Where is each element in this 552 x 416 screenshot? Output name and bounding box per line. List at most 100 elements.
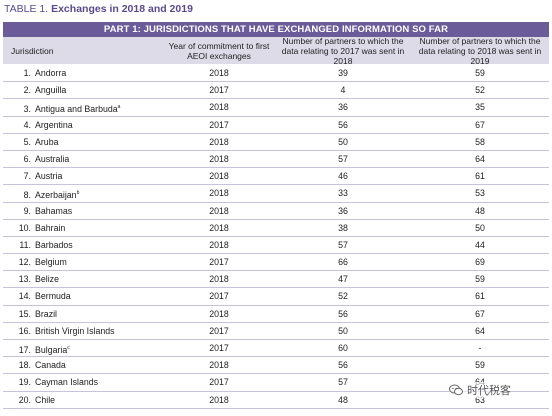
cell-jurisdiction: 13. Belize [11,271,161,287]
cell-partners-2017: 33 [338,188,348,199]
cell-partners-2017: 36 [338,205,348,216]
cell-partners-2017: 36 [338,102,348,113]
cell-year: 2018 [209,222,229,233]
cell-jurisdiction: 18. Canada [11,357,161,373]
cell-jurisdiction: 20. Chile [11,392,161,408]
cell-year: 2018 [209,274,229,285]
row-number: 15. [18,308,31,319]
cell-partners-2017: 57 [338,377,348,388]
cell-partners-2018: 63 [475,394,485,405]
cell-jurisdiction: 12. Belgium [11,254,161,270]
column-header-row: Jurisdiction Year of commitment to first… [3,35,549,66]
cell-year: 2018 [209,308,229,319]
cell-jurisdiction: 6. Australia [11,151,161,167]
jurisdiction-name: Bahamas [35,205,73,216]
row-number: 13. [18,274,31,285]
row-number: 9. [23,205,31,216]
watermark: 时代税客 [449,382,511,398]
cell-partners-2018: 64 [475,325,485,336]
cell-jurisdiction: 1. Andorra [11,65,161,81]
jurisdiction-name: Belize [35,274,59,285]
cell-partners-2018: 67 [475,308,485,319]
cell-year: 2018 [209,68,229,78]
jurisdiction-name: Belgium [35,257,67,268]
cell-jurisdiction: 11. Barbados [11,237,161,253]
cell-year: 2018 [209,153,229,164]
cell-partners-2017: 46 [338,171,348,182]
cell-jurisdiction: 7. Austria [11,168,161,184]
table-caption-label: TABLE 1. [4,3,49,15]
footnote-marker: a [117,104,121,111]
row-number: 18. [18,360,31,371]
jurisdiction-name: Australia [35,153,70,164]
jurisdiction-name: Anguilla [35,85,67,96]
cell-partners-2018: 61 [475,171,485,182]
jurisdiction-name: Azerbaijan [35,190,77,201]
cell-partners-2018: 35 [475,102,485,113]
cell-partners-2017: 56 [338,119,348,130]
cell-year: 2017 [209,377,229,388]
jurisdiction-name: Argentina [35,119,73,130]
cell-jurisdiction: 4. Argentina [11,117,161,133]
table-row: 6. Australia 2018 57 64 [3,151,549,169]
table-row: 15. Brazil 2018 56 67 [3,306,549,323]
cell-partners-2018: 59 [475,68,485,78]
cell-partners-2018: 53 [475,188,485,199]
cell-year: 2018 [209,239,229,250]
cell-partners-2017: 66 [338,257,348,268]
jurisdiction-name: Bahrain [35,222,66,233]
cell-jurisdiction: 15. Brazil [11,306,161,322]
cell-year: 2017 [209,291,229,302]
cell-partners-2018: 58 [475,136,485,147]
cell-partners-2018: 48 [475,205,485,216]
cell-year: 2017 [209,85,229,96]
cell-jurisdiction: 10. Bahrain [11,220,161,236]
row-number: 7. [23,171,31,182]
cell-partners-2017: 50 [338,136,348,147]
cell-year: 2018 [209,188,229,199]
cell-year: 2018 [209,394,229,405]
cell-partners-2017: 50 [338,325,348,336]
cell-partners-2017: 60 [338,343,348,353]
column-header-jurisdiction: Jurisdiction [11,45,54,56]
cell-jurisdiction: 2. Anguilla [11,82,161,98]
part-header: PART 1: JURISDICTIONS THAT HAVE EXCHANGE… [3,22,549,37]
jurisdiction-name: Bulgaria [35,345,68,355]
cell-year: 2017 [209,257,229,268]
jurisdiction-name: British Virgin Islands [35,325,115,336]
cell-partners-2017: 56 [338,360,348,371]
cell-year: 2017 [209,325,229,336]
cell-partners-2017: 57 [338,153,348,164]
cell-jurisdiction: 17. Bulgariac [11,340,161,356]
cell-jurisdiction: 8. Azerbaijanb [11,185,161,201]
column-header-partners-2018: Number of partners to which the data rel… [418,35,542,66]
table-row: 20. Chile 2018 48 63 [3,392,549,409]
table-row: 16. British Virgin Islands 2017 50 64 [3,323,549,340]
jurisdiction-name: Antigua and Barbuda [35,104,118,115]
cell-year: 2018 [209,360,229,371]
cell-partners-2017: 57 [338,239,348,250]
row-number: 1. [23,68,31,78]
cell-partners-2017: 39 [338,68,348,78]
jurisdiction-name: Canada [35,360,66,371]
cell-year: 2018 [209,102,229,113]
footnote-marker: c [67,345,70,351]
cell-partners-2018: 61 [475,291,485,302]
jurisdiction-name: Andorra [35,68,67,78]
row-number: 10. [18,222,31,233]
row-number: 4. [23,119,31,130]
table-row: 4. Argentina 2017 56 67 [3,117,549,134]
table-row: 18. Canada 2018 56 59 [3,357,549,375]
table-row: 8. Azerbaijanb 2018 33 53 [3,185,549,203]
table-row: 5. Aruba 2018 50 58 [3,134,549,151]
table-row: 3. Antigua and Barbudaa 2018 36 35 [3,99,549,117]
cell-jurisdiction: 9. Bahamas [11,203,161,219]
row-number: 16. [18,325,31,336]
cell-year: 2017 [209,119,229,130]
cell-partners-2018: 59 [475,274,485,285]
cell-partners-2018: 69 [475,257,485,268]
cell-partners-2017: 56 [338,308,348,319]
cell-partners-2018: 52 [475,85,485,96]
row-number: 19. [18,377,31,388]
table-row: 17. Bulgariac 2017 60 - [3,340,549,358]
